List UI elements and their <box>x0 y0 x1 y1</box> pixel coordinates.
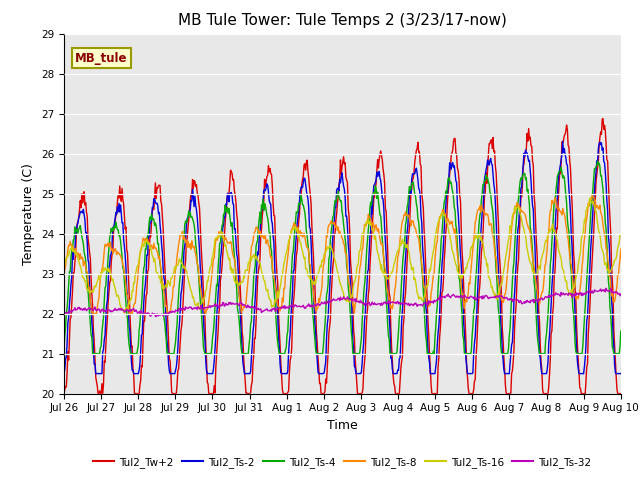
Tul2_Ts-32 <box>152 313 160 319</box>
Tul2_Ts-32 <box>428 300 435 305</box>
Text: MB_tule: MB_tule <box>75 51 127 65</box>
Tul2_Ts-4 <box>60 348 68 353</box>
Tul2_Ts-16 <box>617 232 625 238</box>
Tul2_Ts-8 <box>588 192 596 198</box>
X-axis label: Time: Time <box>327 419 358 432</box>
Tul2_Ts-16 <box>120 310 128 316</box>
Tul2_Ts-4 <box>89 351 97 357</box>
Tul2_Ts-4 <box>128 351 136 357</box>
Tul2_Ts-8 <box>214 234 222 240</box>
Tul2_Ts-32 <box>602 286 610 291</box>
Tul2_Ts-32 <box>411 301 419 307</box>
Tul2_Ts-8 <box>428 291 435 297</box>
Tul2_Tw+2 <box>214 342 221 348</box>
Tul2_Tw+2 <box>599 116 607 121</box>
Line: Tul2_Ts-4: Tul2_Ts-4 <box>64 161 621 354</box>
Tul2_Ts-4 <box>214 264 222 270</box>
Tul2_Ts-2 <box>559 138 566 144</box>
Tul2_Ts-32 <box>617 291 625 297</box>
Tul2_Ts-2 <box>70 247 78 253</box>
Tul2_Ts-8 <box>128 311 136 316</box>
Tul2_Ts-16 <box>70 249 78 255</box>
Tul2_Ts-8 <box>60 277 68 283</box>
Tul2_Ts-4 <box>594 158 602 164</box>
Tul2_Ts-16 <box>128 288 136 294</box>
Tul2_Ts-8 <box>70 248 78 253</box>
Tul2_Ts-16 <box>185 279 193 285</box>
Legend: Tul2_Tw+2, Tul2_Ts-2, Tul2_Ts-4, Tul2_Ts-8, Tul2_Ts-16, Tul2_Ts-32: Tul2_Tw+2, Tul2_Ts-2, Tul2_Ts-4, Tul2_Ts… <box>89 453 596 472</box>
Tul2_Tw+2 <box>426 365 434 371</box>
Tul2_Ts-32 <box>214 303 222 309</box>
Tul2_Ts-8 <box>617 246 625 252</box>
Tul2_Ts-32 <box>185 305 193 311</box>
Tul2_Tw+2 <box>617 391 625 396</box>
Tul2_Tw+2 <box>127 344 135 350</box>
Tul2_Ts-16 <box>214 234 222 240</box>
Line: Tul2_Ts-2: Tul2_Ts-2 <box>64 141 621 373</box>
Tul2_Tw+2 <box>70 270 78 276</box>
Tul2_Ts-4 <box>428 351 435 357</box>
Tul2_Ts-16 <box>411 276 419 281</box>
Tul2_Ts-16 <box>586 195 594 201</box>
Tul2_Ts-2 <box>617 371 625 376</box>
Tul2_Ts-16 <box>428 263 435 268</box>
Tul2_Ts-2 <box>60 371 68 376</box>
Y-axis label: Temperature (C): Temperature (C) <box>22 163 35 264</box>
Tul2_Ts-4 <box>411 192 419 197</box>
Tul2_Tw+2 <box>410 169 418 175</box>
Tul2_Ts-4 <box>70 236 78 242</box>
Line: Tul2_Ts-8: Tul2_Ts-8 <box>64 195 621 313</box>
Line: Tul2_Ts-16: Tul2_Ts-16 <box>64 198 621 313</box>
Tul2_Ts-4 <box>185 208 193 214</box>
Tul2_Tw+2 <box>60 391 68 396</box>
Tul2_Ts-8 <box>185 244 193 250</box>
Tul2_Ts-8 <box>90 311 97 316</box>
Tul2_Ts-2 <box>127 358 135 364</box>
Line: Tul2_Ts-32: Tul2_Ts-32 <box>64 288 621 316</box>
Tul2_Tw+2 <box>184 226 192 231</box>
Tul2_Ts-2 <box>184 215 192 221</box>
Tul2_Ts-2 <box>214 303 221 309</box>
Tul2_Ts-2 <box>410 171 418 177</box>
Tul2_Ts-32 <box>70 307 78 313</box>
Tul2_Ts-32 <box>60 311 68 317</box>
Tul2_Ts-16 <box>60 262 68 268</box>
Tul2_Ts-4 <box>617 328 625 334</box>
Title: MB Tule Tower: Tule Temps 2 (3/23/17-now): MB Tule Tower: Tule Temps 2 (3/23/17-now… <box>178 13 507 28</box>
Tul2_Ts-32 <box>127 307 135 312</box>
Line: Tul2_Tw+2: Tul2_Tw+2 <box>64 119 621 394</box>
Tul2_Ts-8 <box>411 225 419 230</box>
Tul2_Ts-2 <box>426 371 434 376</box>
